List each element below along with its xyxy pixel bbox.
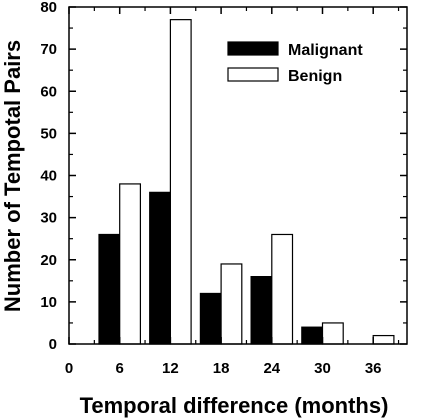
x-tick-label: 18 xyxy=(213,360,230,377)
legend: Malignant Benign xyxy=(227,41,363,85)
legend-swatch-malignant xyxy=(227,41,279,56)
bars-layer xyxy=(98,19,395,345)
y-tick-label: 60 xyxy=(40,83,57,100)
x-tick-label: 6 xyxy=(116,360,124,377)
y-tick-label: 50 xyxy=(40,125,57,142)
bar-benign-30 xyxy=(321,322,344,345)
axes-layer xyxy=(68,6,408,345)
bar-malignant-12 xyxy=(149,191,171,345)
y-tick-label: 70 xyxy=(40,41,57,58)
legend-swatch-benign xyxy=(227,67,279,82)
bar-malignant-30 xyxy=(301,326,324,345)
bar-benign-6 xyxy=(119,183,142,345)
y-tick-label: 10 xyxy=(40,294,57,311)
bar-benign-36 xyxy=(372,334,395,345)
x-tick-label: 0 xyxy=(65,360,73,377)
y-tick-label: 20 xyxy=(40,252,57,269)
x-tick-label: 24 xyxy=(263,360,280,377)
y-tick-label: 0 xyxy=(49,336,57,353)
legend-label-benign: Benign xyxy=(288,68,342,85)
y-axis-title: Number of Tempotal Pairs xyxy=(0,40,25,312)
x-axis-title: Temporal difference (months) xyxy=(80,393,389,418)
bar-benign-18 xyxy=(220,263,243,345)
tick-labels-layer: 0 10 20 30 40 50 60 70 80 0 6 12 18 24 30 36 xyxy=(40,0,381,377)
bar-benign-24 xyxy=(271,233,294,345)
y-tick-label: 80 xyxy=(40,0,57,16)
x-tick-label: 36 xyxy=(365,360,382,377)
x-tick-label: 12 xyxy=(162,360,179,377)
bar-benign-12 xyxy=(169,19,192,345)
y-tick-label: 40 xyxy=(40,168,57,185)
x-tick-label: 30 xyxy=(314,360,331,377)
legend-label-malignant: Malignant xyxy=(288,42,363,59)
bar-malignant-6 xyxy=(98,233,121,345)
y-tick-label: 30 xyxy=(40,210,57,227)
bar-malignant-24 xyxy=(250,276,273,345)
bar-malignant-18 xyxy=(199,292,222,345)
